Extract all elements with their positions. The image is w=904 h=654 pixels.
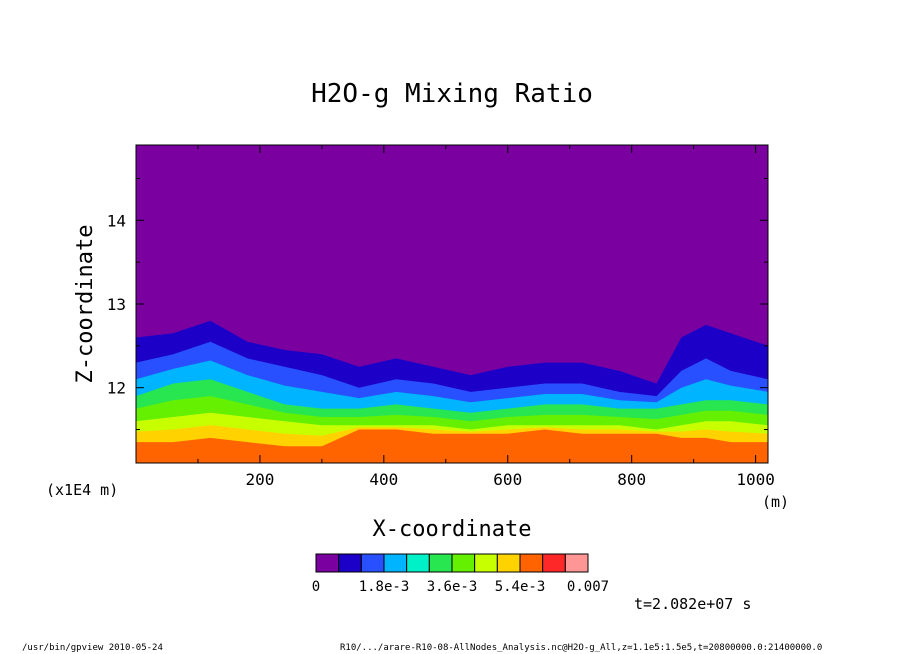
x-axis-label: X-coordinate [373,517,532,542]
colorbar-swatch [519,553,544,573]
y-axis-label: Z-coordinate [73,225,98,384]
colorbar-tick-label: 5.4e-3 [495,579,546,595]
colorbar-tick-label: 0.007 [567,579,609,595]
y-tick-label: 14 [107,211,126,230]
x-unit-label: (m) [762,493,789,511]
y-axis-ticks: 12 13 14 [107,177,768,431]
chart-title: H2O-g Mixing Ratio [311,79,593,109]
colorbar-swatch [315,553,340,573]
x-tick-label: 800 [617,470,646,489]
y-tick-label: 13 [107,295,126,314]
colorbar-swatch [406,553,430,573]
heatmap-bands [136,320,768,463]
x-tick-label: 1000 [736,470,775,489]
colorbar-swatch [360,553,385,573]
colorbar-tick-label: 0 [312,579,320,595]
x-tick-label: 600 [493,470,522,489]
colorbar-swatch [542,553,566,573]
colorbar [315,553,589,573]
colorbar-swatch [474,553,498,573]
colorbar-swatch [428,553,453,573]
y-tick-label: 12 [107,379,126,398]
colorbar-swatch [383,553,408,573]
colorbar-swatch [451,553,476,573]
colorbar-swatch [564,553,589,573]
colorbar-swatch [338,553,362,573]
x-tick-label: 200 [245,470,274,489]
colorbar-tick-label: 1.8e-3 [359,579,410,595]
x-axis-ticks: 200 400 600 800 1000 [197,145,775,489]
x-tick-label: 400 [369,470,398,489]
colorbar-swatch [496,553,521,573]
colorbar-labels: 0 1.8e-3 3.6e-3 5.4e-3 0.007 [312,579,609,595]
time-label: t=2.082e+07 s [634,595,751,613]
plot-area [135,144,769,464]
footer-left: /usr/bin/gpview 2010-05-24 [22,643,163,653]
band-near-max [136,429,768,463]
footer-right: R10/.../arare-R10-08-AllNodes_Analysis.n… [340,643,822,653]
y-unit-label: (x1E4 m) [46,481,118,499]
colorbar-tick-label: 3.6e-3 [427,579,478,595]
